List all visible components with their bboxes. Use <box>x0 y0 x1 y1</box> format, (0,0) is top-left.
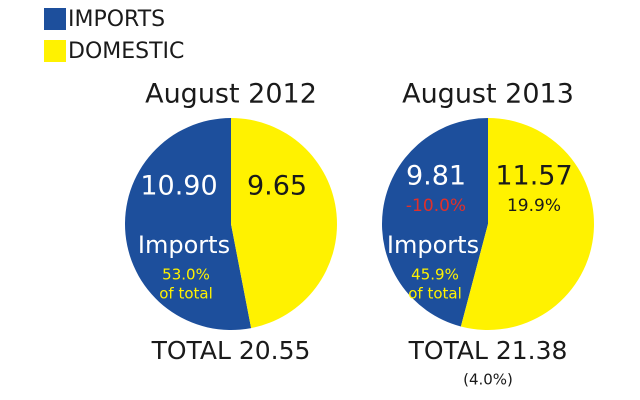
pie-slice <box>124 118 252 331</box>
legend-swatch <box>44 40 66 62</box>
pie-slice <box>381 118 488 327</box>
annotation: of total <box>159 285 213 303</box>
value-label: 9.81 <box>406 161 466 192</box>
annotation: 53.0% <box>162 266 210 284</box>
total-label: TOTAL 21.38 <box>408 336 568 365</box>
annotation: Imports <box>138 231 230 259</box>
change-label: -10.0% <box>406 196 466 216</box>
annotation: Imports <box>387 231 479 259</box>
annotation: of total <box>408 285 462 303</box>
value-label: 10.90 <box>140 171 217 202</box>
annotation: 45.9% <box>411 266 459 284</box>
legend-label: IMPORTS <box>68 7 165 32</box>
chart-title: August 2013 <box>402 79 574 110</box>
value-label: 9.65 <box>247 171 307 202</box>
legend-swatch <box>44 8 66 30</box>
total-change: (4.0%) <box>463 371 513 389</box>
legend-label: DOMESTIC <box>68 39 184 64</box>
chart-title: August 2012 <box>145 79 317 110</box>
pie-slice <box>460 118 594 331</box>
change-label: 19.9% <box>507 196 561 216</box>
pie-slice <box>231 118 337 329</box>
total-label: TOTAL 20.55 <box>151 336 311 365</box>
value-label: 11.57 <box>495 161 572 192</box>
